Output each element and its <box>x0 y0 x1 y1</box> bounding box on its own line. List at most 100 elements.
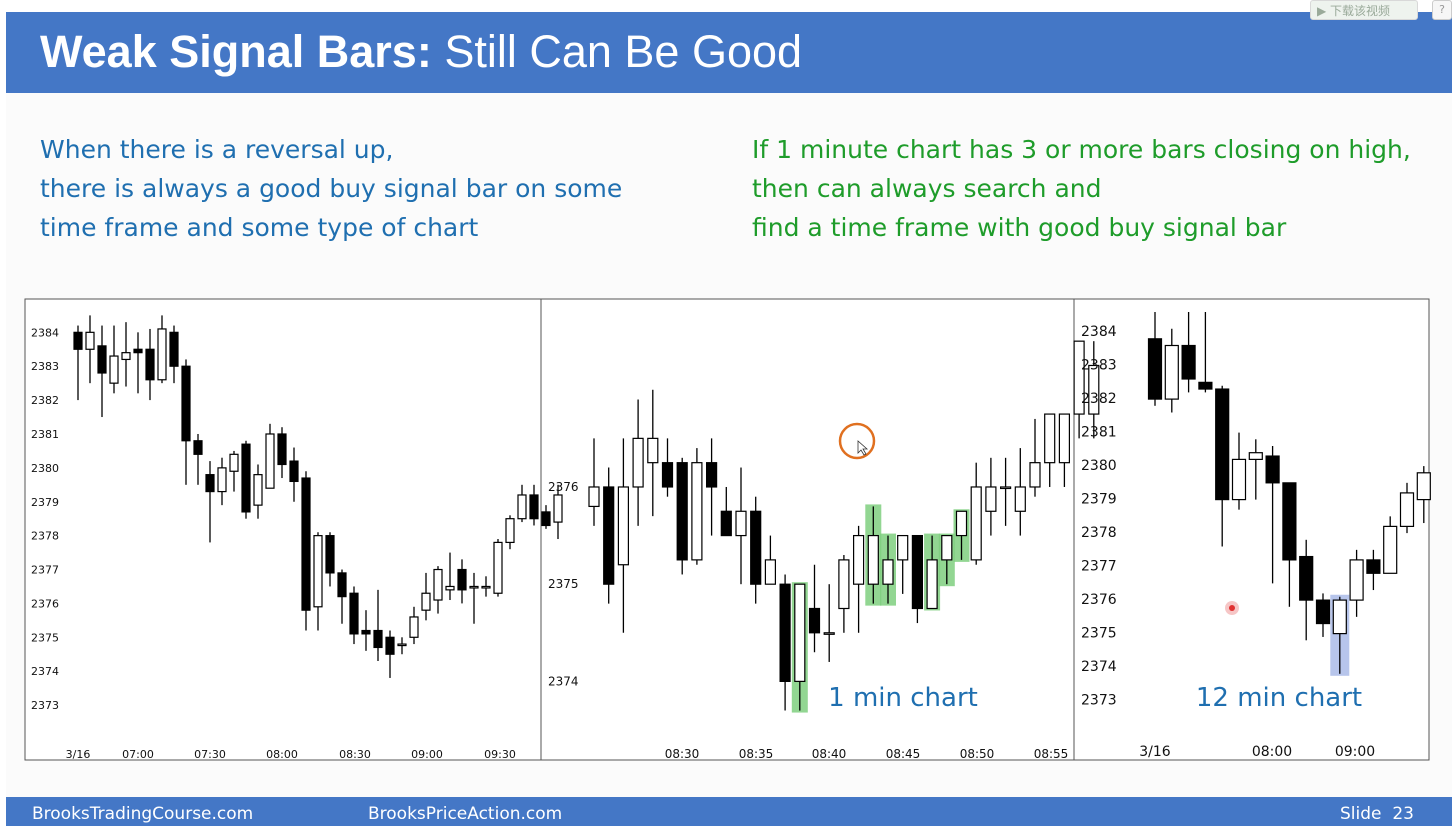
bull-candle <box>217 467 227 493</box>
x-tick-label: 08:35 <box>739 747 774 761</box>
y-tick-label: 2380 <box>31 462 59 475</box>
bear-candle <box>73 331 83 350</box>
bull-candle <box>1383 525 1398 574</box>
y-tick-label: 2374 <box>31 665 59 678</box>
chart-annotation: 1 min chart <box>828 683 978 713</box>
bull-candle <box>313 535 323 608</box>
bear-candle <box>277 433 287 466</box>
bull-candle <box>517 494 527 520</box>
bear-candle <box>808 607 821 634</box>
bull-candle <box>121 352 131 361</box>
bear-candle <box>779 583 791 682</box>
bull-candle <box>764 559 777 585</box>
x-tick-label: 07:00 <box>122 748 154 761</box>
chart-3-frame <box>1073 298 1430 761</box>
bull-candle <box>970 486 982 561</box>
bear-candle <box>1299 555 1314 601</box>
bull-candle <box>1231 458 1247 501</box>
y-tick-label: 2381 <box>31 428 59 441</box>
bull-candle <box>897 534 909 561</box>
footer-bar <box>6 797 1452 826</box>
y-tick-label: 2376 <box>1081 592 1117 608</box>
bear-candle <box>373 629 383 649</box>
bull-candle <box>1349 559 1364 601</box>
right-text-block: If 1 minute chart has 3 or more bars clo… <box>752 130 1411 247</box>
y-tick-label: 2384 <box>31 326 59 339</box>
help-icon[interactable]: ? <box>1432 0 1452 20</box>
bull-candle <box>1399 492 1415 527</box>
bear-candle <box>661 462 674 488</box>
slide-number: 23 <box>1392 804 1414 824</box>
x-tick-label: 08:00 <box>1252 744 1292 760</box>
title-rest: Still Can Be Good <box>431 26 803 77</box>
bear-candle <box>457 568 467 591</box>
signal-circle-marker <box>838 422 876 460</box>
title-bold: Weak Signal Bars: <box>40 26 432 77</box>
chart-annotation: 12 min chart <box>1196 683 1362 713</box>
bear-candle <box>529 494 539 520</box>
x-tick-label: 3/16 <box>66 748 91 761</box>
download-video-button[interactable]: ▶ 下载该视频 <box>1310 0 1418 20</box>
right-text-line: then can always search and <box>752 174 1102 203</box>
bear-candle <box>361 629 371 635</box>
bull-candle <box>999 486 1012 490</box>
x-tick-label: 08:30 <box>665 747 700 761</box>
bear-candle <box>541 511 551 527</box>
bull-candle <box>926 559 938 610</box>
bull-candle <box>1248 452 1263 461</box>
bear-candle <box>1265 455 1280 484</box>
mouse-cursor-icon <box>857 440 869 456</box>
bear-candle <box>349 592 359 635</box>
y-tick-label: 2382 <box>31 394 59 407</box>
bull-candle <box>691 462 703 561</box>
left-text-block: When there is a reversal up, there is al… <box>40 130 622 247</box>
bear-candle <box>193 440 203 455</box>
x-tick-label: 08:30 <box>339 748 371 761</box>
footer-slide: Slide 23 <box>1340 802 1414 826</box>
bull-candle <box>265 433 275 489</box>
bull-candle <box>1044 413 1056 464</box>
left-text-line: time frame and some type of chart <box>40 213 479 242</box>
bull-candle <box>588 486 600 508</box>
bull-candle <box>109 355 119 384</box>
bull-candle <box>397 643 407 647</box>
bear-candle <box>720 510 732 537</box>
x-tick-label: 08:40 <box>812 747 847 761</box>
x-tick-label: 08:50 <box>960 747 995 761</box>
bull-candle <box>867 534 879 585</box>
left-text-line: there is always a good buy signal bar on… <box>40 174 623 203</box>
y-tick-label: 2373 <box>1081 693 1117 709</box>
bear-candle <box>289 460 299 483</box>
bull-candle <box>647 437 659 464</box>
title-bar <box>6 12 1452 93</box>
bear-candle <box>1215 388 1230 501</box>
bull-candle <box>823 632 835 635</box>
y-tick-label: 2373 <box>31 699 59 712</box>
y-tick-label: 2379 <box>1081 492 1117 508</box>
chart-1-one-day: 2373 2374 2375 2376 2377 2378 2379 2380 2381 2382… <box>31 315 563 761</box>
bull-candle <box>469 585 479 589</box>
chart-2-one-minute: 2374 2375 2376 08:30 08:35 08:40 08:45 08:50 08:… <box>548 340 1100 761</box>
x-tick-label: 3/16 <box>1139 744 1171 760</box>
y-tick-label: 2375 <box>31 631 59 644</box>
bull-candle <box>838 559 850 610</box>
y-tick-label: 2384 <box>1081 324 1117 340</box>
bear-candle <box>169 331 179 367</box>
bear-candle <box>1366 559 1381 574</box>
bull-candle <box>157 328 167 381</box>
bull-candle <box>1088 364 1100 415</box>
y-tick-label: 2380 <box>1081 458 1117 474</box>
footer-middle: BrooksPriceAction.com <box>368 804 563 824</box>
bull-candle <box>852 534 865 585</box>
y-tick-label: 2375 <box>1081 626 1117 642</box>
bull-candle <box>1073 340 1085 415</box>
pointer-dot-icon <box>1229 605 1235 611</box>
left-text-line: When there is a reversal up, <box>40 135 394 164</box>
bull-candle <box>985 486 997 512</box>
bear-candle <box>1315 599 1331 625</box>
y-tick-label: 2378 <box>1081 525 1117 541</box>
bull-candle <box>735 510 747 537</box>
bear-candle <box>205 474 215 493</box>
bull-candle <box>481 585 491 589</box>
bull-candle <box>632 437 644 488</box>
